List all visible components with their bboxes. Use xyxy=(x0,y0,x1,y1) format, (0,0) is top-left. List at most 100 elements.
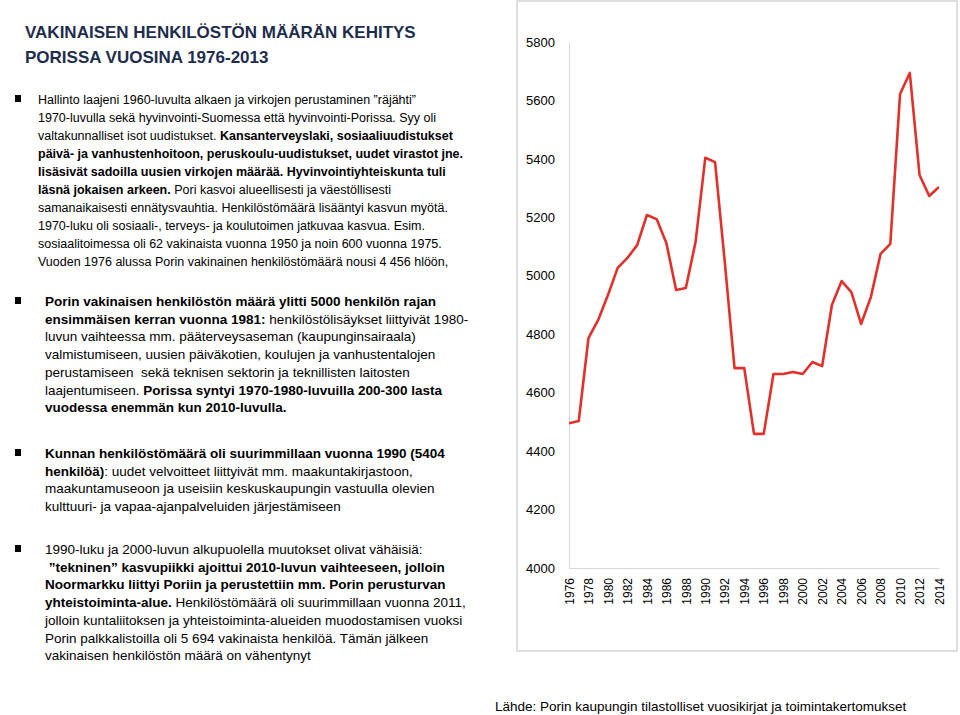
x-tick-label: 2002 xyxy=(816,578,830,605)
note-text: valtakunnalliset isot uudistukset. xyxy=(38,129,220,143)
note-line: Vuoden 1976 alussa Porin vakinainen henk… xyxy=(38,255,448,269)
note-text: Pori kasvoi alueellisesti ja väestöllise… xyxy=(171,183,391,197)
x-tick: 1984 xyxy=(641,568,655,605)
x-tick: 2010 xyxy=(894,568,908,605)
note-line: jolloin kuntaliitoksen ja yhteistoiminta… xyxy=(44,613,462,628)
note-text: perustamiseen sekä teknisen sektorin ja … xyxy=(45,365,410,380)
note-line: laajentumiseen. Porissa syntyi 1970-1980… xyxy=(45,383,442,398)
note-text: läsnä jokaisen arkeen. xyxy=(38,183,171,197)
data-line xyxy=(569,73,939,434)
note-text: samanaikaisesti ennätysvauhtia. Henkilös… xyxy=(38,201,448,215)
note-text: Vuoden 1976 alussa Porin vakinainen henk… xyxy=(38,255,448,269)
note-text: lisäsivät sadoilla uusien virkojen määrä… xyxy=(38,165,446,179)
note-text: : uudet velvoitteet liittyivät mm. maaku… xyxy=(104,464,412,479)
note-line: kulttuuri- ja vapaa-ajanpalveluiden järj… xyxy=(45,499,341,514)
note-line: 1970-luku oli sosiaali-, terveys- ja kou… xyxy=(38,219,425,233)
note-line: 1990-luku ja 2000-luvun alkupuolella muu… xyxy=(45,542,423,557)
note-line: valmistumiseen, uusien päiväkotien, koul… xyxy=(45,347,435,362)
note-line: päivä- ja vanhustenhoitoon, peruskoulu-u… xyxy=(38,147,463,161)
source: Lähde: Porin kaupungin tilastolliset vuo… xyxy=(495,699,906,714)
note-text: Kunnan henkilöstömäärä oli suurimmillaan… xyxy=(45,446,445,461)
note-text: jolloin kuntaliitoksen ja yhteistoiminta… xyxy=(44,613,462,628)
x-tick: 2000 xyxy=(796,568,810,605)
y-tick: 5400 xyxy=(526,152,569,167)
x-axis: 1976197819801982198419861988199019921994… xyxy=(563,568,947,605)
y-tick-label: 5800 xyxy=(526,35,555,50)
note-text: Porin vakinaisen henkilöstön määrä ylitt… xyxy=(45,294,436,309)
x-tick: 1996 xyxy=(757,568,771,605)
x-tick: 1988 xyxy=(680,568,694,605)
chart-frame xyxy=(517,1,957,651)
x-tick-label: 2014 xyxy=(933,578,947,605)
y-tick: 4800 xyxy=(526,327,569,342)
x-tick-label: 1988 xyxy=(680,578,694,605)
x-tick-label: 2008 xyxy=(874,578,888,605)
note-text: sosiaalitoimessa oli 62 vakinaista vuonn… xyxy=(38,237,442,251)
note-line: vakinaisen henkilöstön määrä on vähentyn… xyxy=(45,648,311,663)
y-tick: 4600 xyxy=(526,385,569,400)
y-tick: 4200 xyxy=(526,502,569,517)
x-tick-label: 1992 xyxy=(718,578,732,605)
note-text: henkilöstölisäykset liittyivät 1980- xyxy=(266,312,469,327)
bullet xyxy=(15,95,21,102)
y-tick-label: 5600 xyxy=(526,93,555,108)
x-tick-label: 1982 xyxy=(621,578,635,605)
y-tick-label: 4200 xyxy=(526,502,555,517)
x-tick: 1982 xyxy=(621,568,635,605)
y-tick-label: 4600 xyxy=(526,385,555,400)
x-tick: 1978 xyxy=(582,568,596,605)
y-axis: 4000 4200 4400 4600 4800 5000 5200 5400 5600 5800 xyxy=(526,35,569,576)
x-tick-label: 1990 xyxy=(699,578,713,605)
note-line: 1970-luvulla sekä hyvinvointi-Suomessa e… xyxy=(38,111,436,125)
note-text: Henkilöstömäärä oli suurimmillaan vuonna… xyxy=(172,595,466,610)
chart-title: VAKINAISEN HENKILÖSTÖN MÄÄRÄN KEHITYS xyxy=(25,23,416,42)
note-line: Hallinto laajeni 1960-luvulta alkaen ja … xyxy=(38,93,416,107)
x-axis-line xyxy=(570,568,940,569)
y-tick-label: 5400 xyxy=(526,152,555,167)
note-text: henkilöä) xyxy=(45,464,104,479)
x-tick: 1976 xyxy=(563,568,577,605)
note-text: vakinaisen henkilöstön määrä on vähentyn… xyxy=(45,648,311,663)
note-line: perustamiseen sekä teknisen sektorin ja … xyxy=(45,365,410,380)
note-text: maakuntamuseoon ja useisiin keskuskaupun… xyxy=(45,481,435,496)
note-line: sosiaalitoimessa oli 62 vakinaista vuonn… xyxy=(38,237,442,251)
bullet xyxy=(15,545,21,552)
x-tick-label: 1978 xyxy=(582,578,596,605)
note-text: 1990-luku ja 2000-luvun alkupuolella muu… xyxy=(45,542,423,557)
y-tick-label: 5200 xyxy=(526,210,555,225)
x-tick: 1994 xyxy=(738,568,752,605)
x-tick-label: 2010 xyxy=(894,578,908,605)
note-text: kulttuuri- ja vapaa-ajanpalveluiden järj… xyxy=(45,499,341,514)
x-tick: 2002 xyxy=(816,568,830,605)
note-text: Kansanterveyslaki, sosiaaliuudistukset xyxy=(220,129,454,143)
y-tick-label: 4000 xyxy=(526,561,555,576)
note-text: Hallinto laajeni 1960-luvulta alkaen ja … xyxy=(38,93,416,107)
y-tick-label: 4400 xyxy=(526,444,555,459)
note-text: ensimmäisen kerran vuonna 1981: xyxy=(45,312,266,327)
note-line: vuodessa enemmän kun 2010-luvulla. xyxy=(45,400,287,415)
note-text: vuodessa enemmän kun 2010-luvulla. xyxy=(45,400,287,415)
note-text: valmistumiseen, uusien päiväkotien, koul… xyxy=(45,347,435,362)
y-tick: 5200 xyxy=(526,210,569,225)
x-tick-label: 1976 xyxy=(563,578,577,605)
x-tick: 2006 xyxy=(855,568,869,605)
x-tick: 2004 xyxy=(835,568,849,605)
note-line: lisäsivät sadoilla uusien virkojen määrä… xyxy=(38,165,446,179)
note-text: Noormarkku liittyi Poriin ja perustettii… xyxy=(45,577,446,592)
note-line: Porin palkkalistoilla oli 5 694 vakinais… xyxy=(45,631,428,646)
x-tick-label: 2006 xyxy=(855,578,869,605)
note-line: Porin vakinaisen henkilöstön määrä ylitt… xyxy=(45,294,436,309)
y-tick-label: 5000 xyxy=(526,268,555,283)
x-tick: 1998 xyxy=(777,568,791,605)
x-tick-label: 2000 xyxy=(796,578,810,605)
chart-title: PORISSA VUOSINA 1976-2013 xyxy=(25,48,268,67)
note-line: ensimmäisen kerran vuonna 1981: henkilös… xyxy=(45,312,468,327)
x-tick-label: 2012 xyxy=(913,578,927,605)
y-tick: 5800 xyxy=(526,35,569,50)
x-tick-label: 1980 xyxy=(602,578,616,605)
note-text: Porin palkkalistoilla oli 5 694 vakinais… xyxy=(45,631,428,646)
note-text: Porissa syntyi 1970-1980-luvuilla 200-30… xyxy=(143,383,442,398)
y-tick-label: 4800 xyxy=(526,327,555,342)
bullet xyxy=(15,449,21,456)
y-tick: 4400 xyxy=(526,444,569,459)
